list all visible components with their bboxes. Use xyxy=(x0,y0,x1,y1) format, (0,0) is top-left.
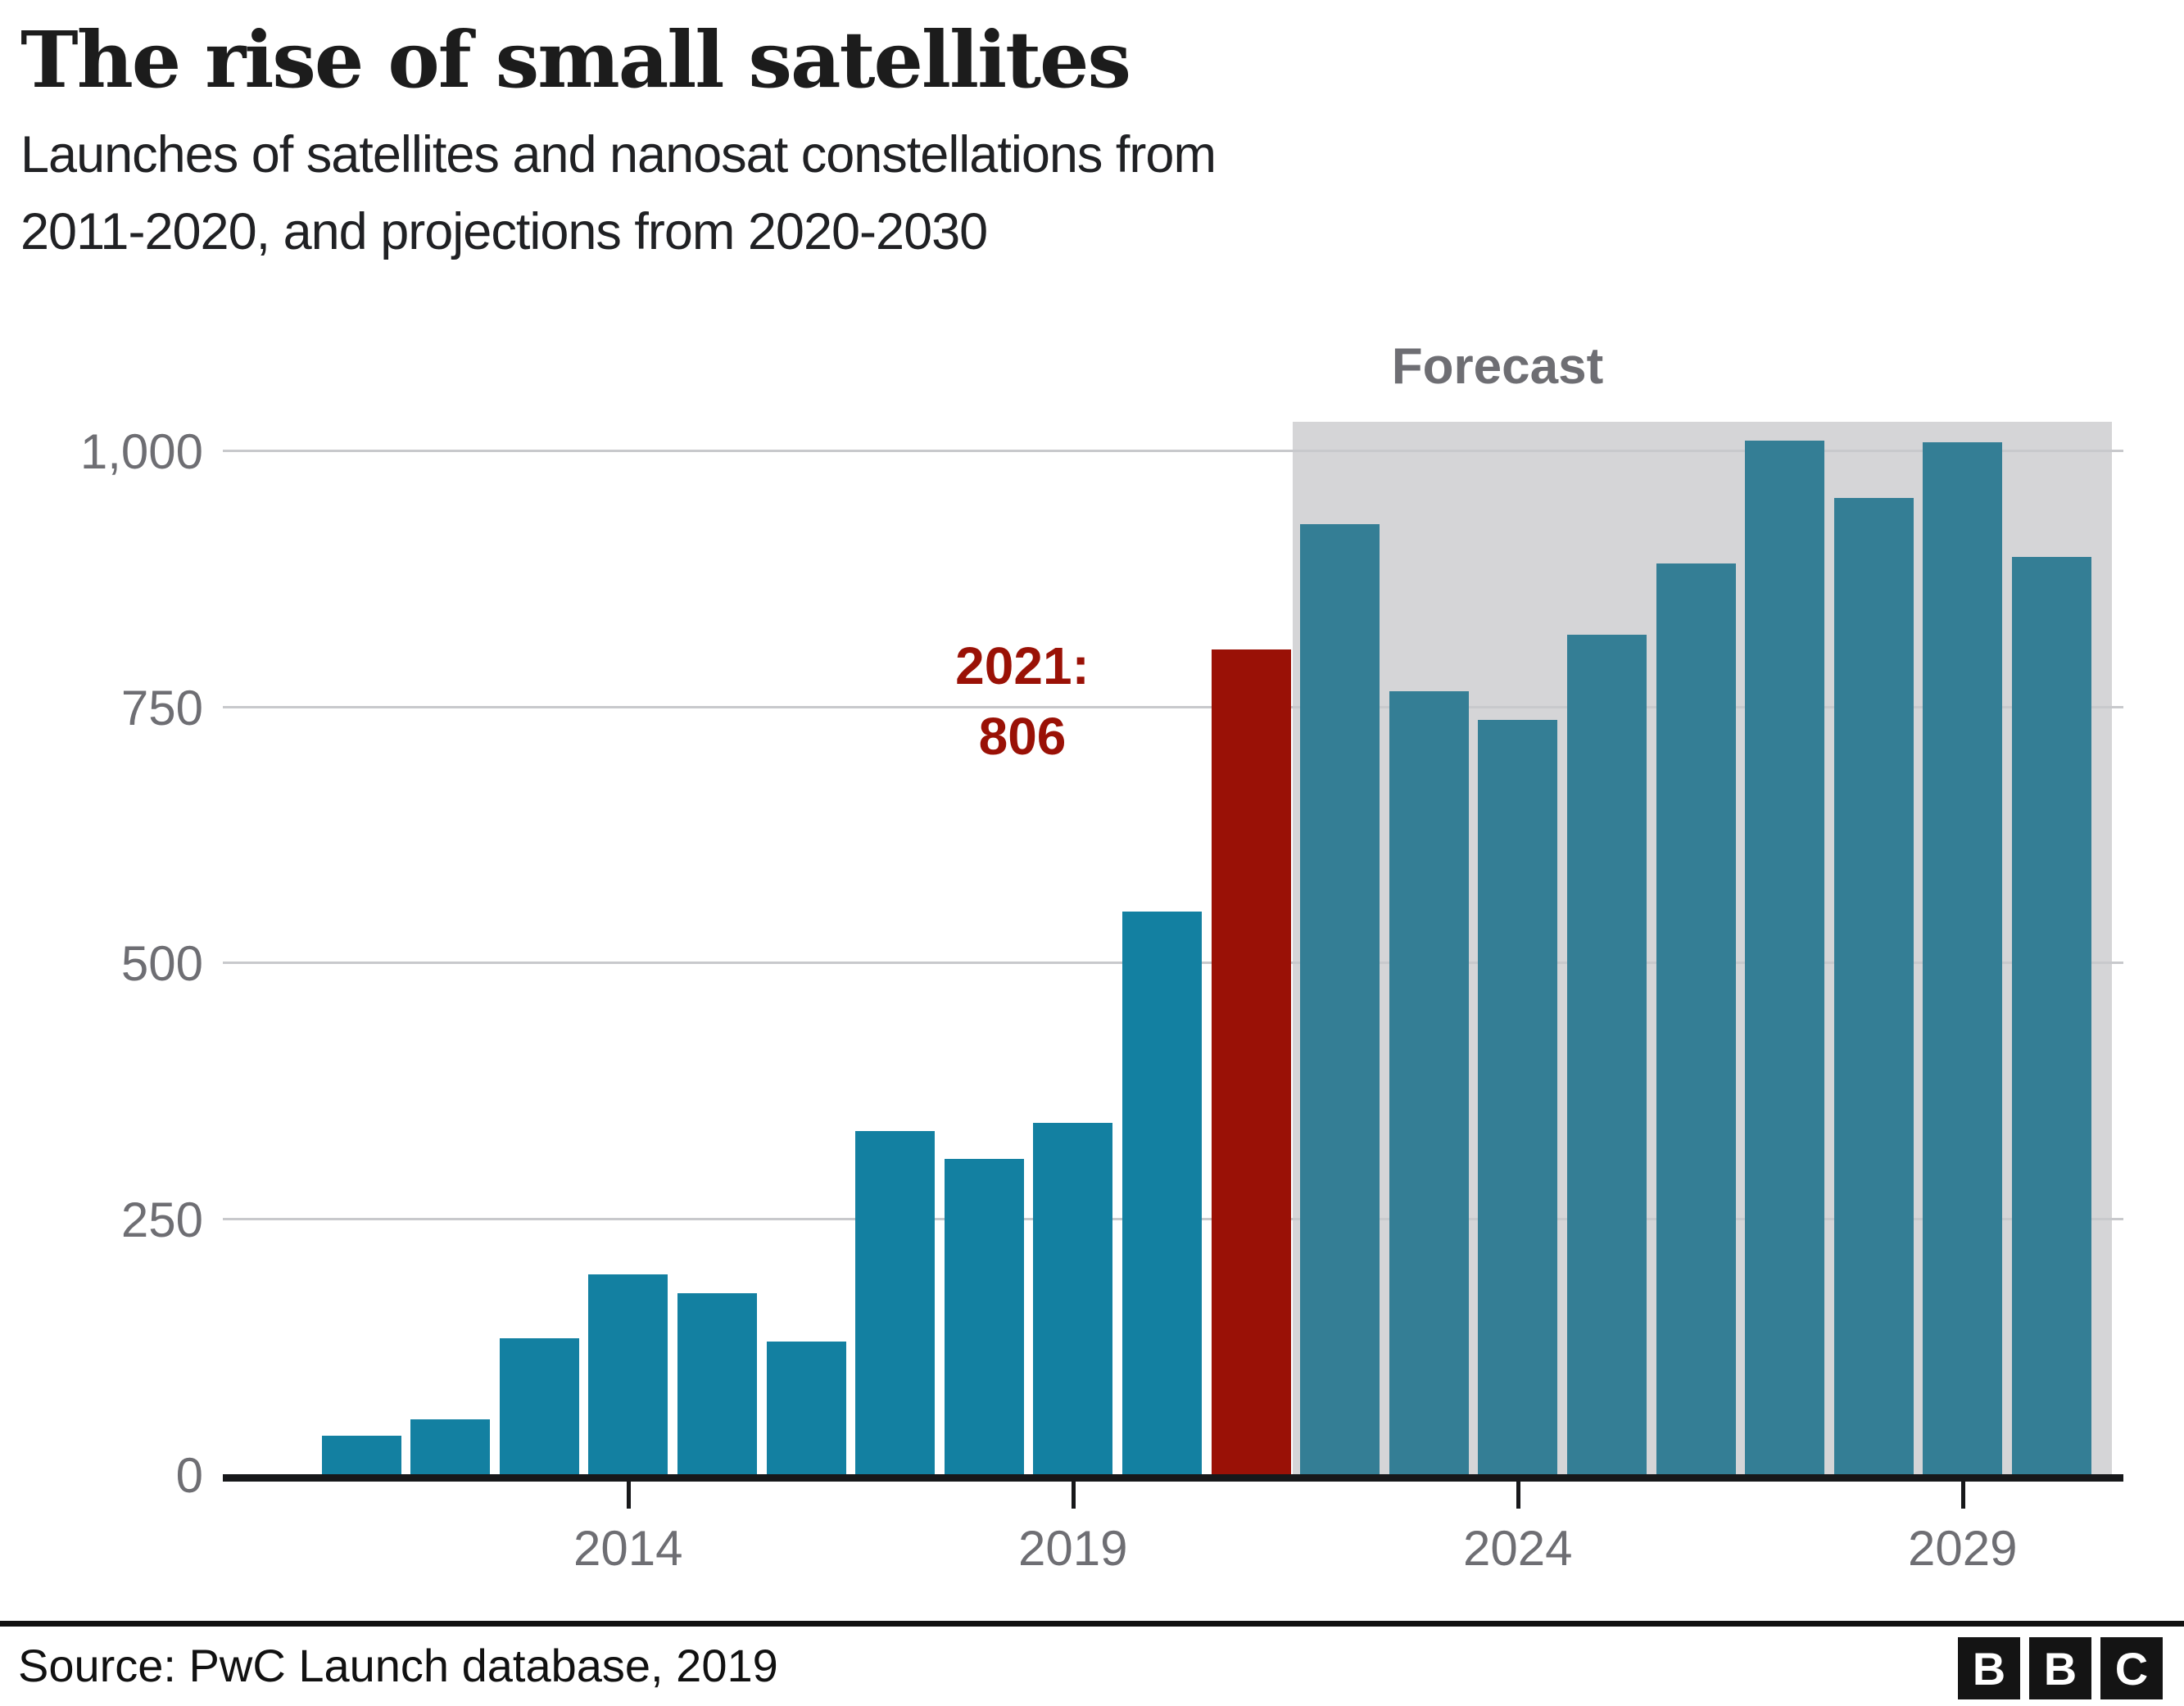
forecast-label: Forecast xyxy=(1391,338,1604,395)
x-tick-2024 xyxy=(1516,1482,1520,1509)
x-tick-label-2014: 2014 xyxy=(573,1521,683,1576)
y-tick-label-1000: 1,000 xyxy=(79,424,203,479)
bar-2018 xyxy=(944,1159,1024,1474)
x-tick-label-2024: 2024 xyxy=(1463,1521,1573,1576)
bar-2012 xyxy=(410,1419,491,1474)
x-axis-line xyxy=(223,1474,2123,1482)
highlight-annotation: 2021: 806 xyxy=(859,631,1186,772)
bar-2025 xyxy=(1566,635,1647,1474)
y-tick-label-0: 0 xyxy=(175,1448,203,1503)
bar-2021 xyxy=(1211,649,1291,1474)
subtitle-line-1: Launches of satellites and nanosat const… xyxy=(20,126,1217,183)
x-tick-2014 xyxy=(626,1482,631,1509)
annotation-year: 2021: xyxy=(955,636,1090,695)
bbc-logo-letter-b1: B xyxy=(1958,1637,2020,1699)
footer-divider xyxy=(0,1621,2184,1627)
source-text: Source: PwC Launch database, 2019 xyxy=(18,1640,778,1691)
x-tick-label-2019: 2019 xyxy=(1018,1521,1128,1576)
subtitle-line-2: 2011-2020, and projections from 2020-203… xyxy=(20,203,988,260)
bbc-logo-letter-b2: B xyxy=(2029,1637,2091,1699)
bar-2020 xyxy=(1121,911,1202,1474)
bar-2023 xyxy=(1389,690,1469,1474)
bar-2028 xyxy=(1833,497,1914,1474)
bar-2026 xyxy=(1656,563,1736,1474)
chart-title: The rise of small satellites xyxy=(20,15,1131,106)
x-tick-label-2029: 2029 xyxy=(1908,1521,2018,1576)
bar-2024 xyxy=(1478,719,1558,1474)
bar-2016 xyxy=(766,1341,846,1474)
x-tick-2029 xyxy=(1960,1482,1965,1509)
bar-2015 xyxy=(677,1292,757,1474)
bbc-logo: B B C xyxy=(1958,1637,2163,1699)
bar-2019 xyxy=(1033,1123,1113,1474)
gridline-1000 xyxy=(223,450,2123,452)
bar-2011 xyxy=(321,1435,401,1474)
y-tick-label-500: 500 xyxy=(120,936,203,991)
bar-2027 xyxy=(1745,440,1825,1474)
bar-2014 xyxy=(588,1274,668,1474)
bbc-logo-letter-c: C xyxy=(2100,1637,2163,1699)
y-tick-label-250: 250 xyxy=(120,1192,203,1247)
bar-2029 xyxy=(1923,442,2003,1474)
gridline-750 xyxy=(223,705,2123,708)
annotation-value: 806 xyxy=(978,707,1067,766)
x-tick-2019 xyxy=(1071,1482,1076,1509)
bar-2017 xyxy=(855,1131,936,1474)
bar-2013 xyxy=(499,1337,579,1474)
bar-2030 xyxy=(2011,557,2091,1474)
y-tick-label-750: 750 xyxy=(120,680,203,735)
bar-2022 xyxy=(1300,524,1380,1474)
chart-subtitle: Launches of satellites and nanosat const… xyxy=(20,116,1217,270)
